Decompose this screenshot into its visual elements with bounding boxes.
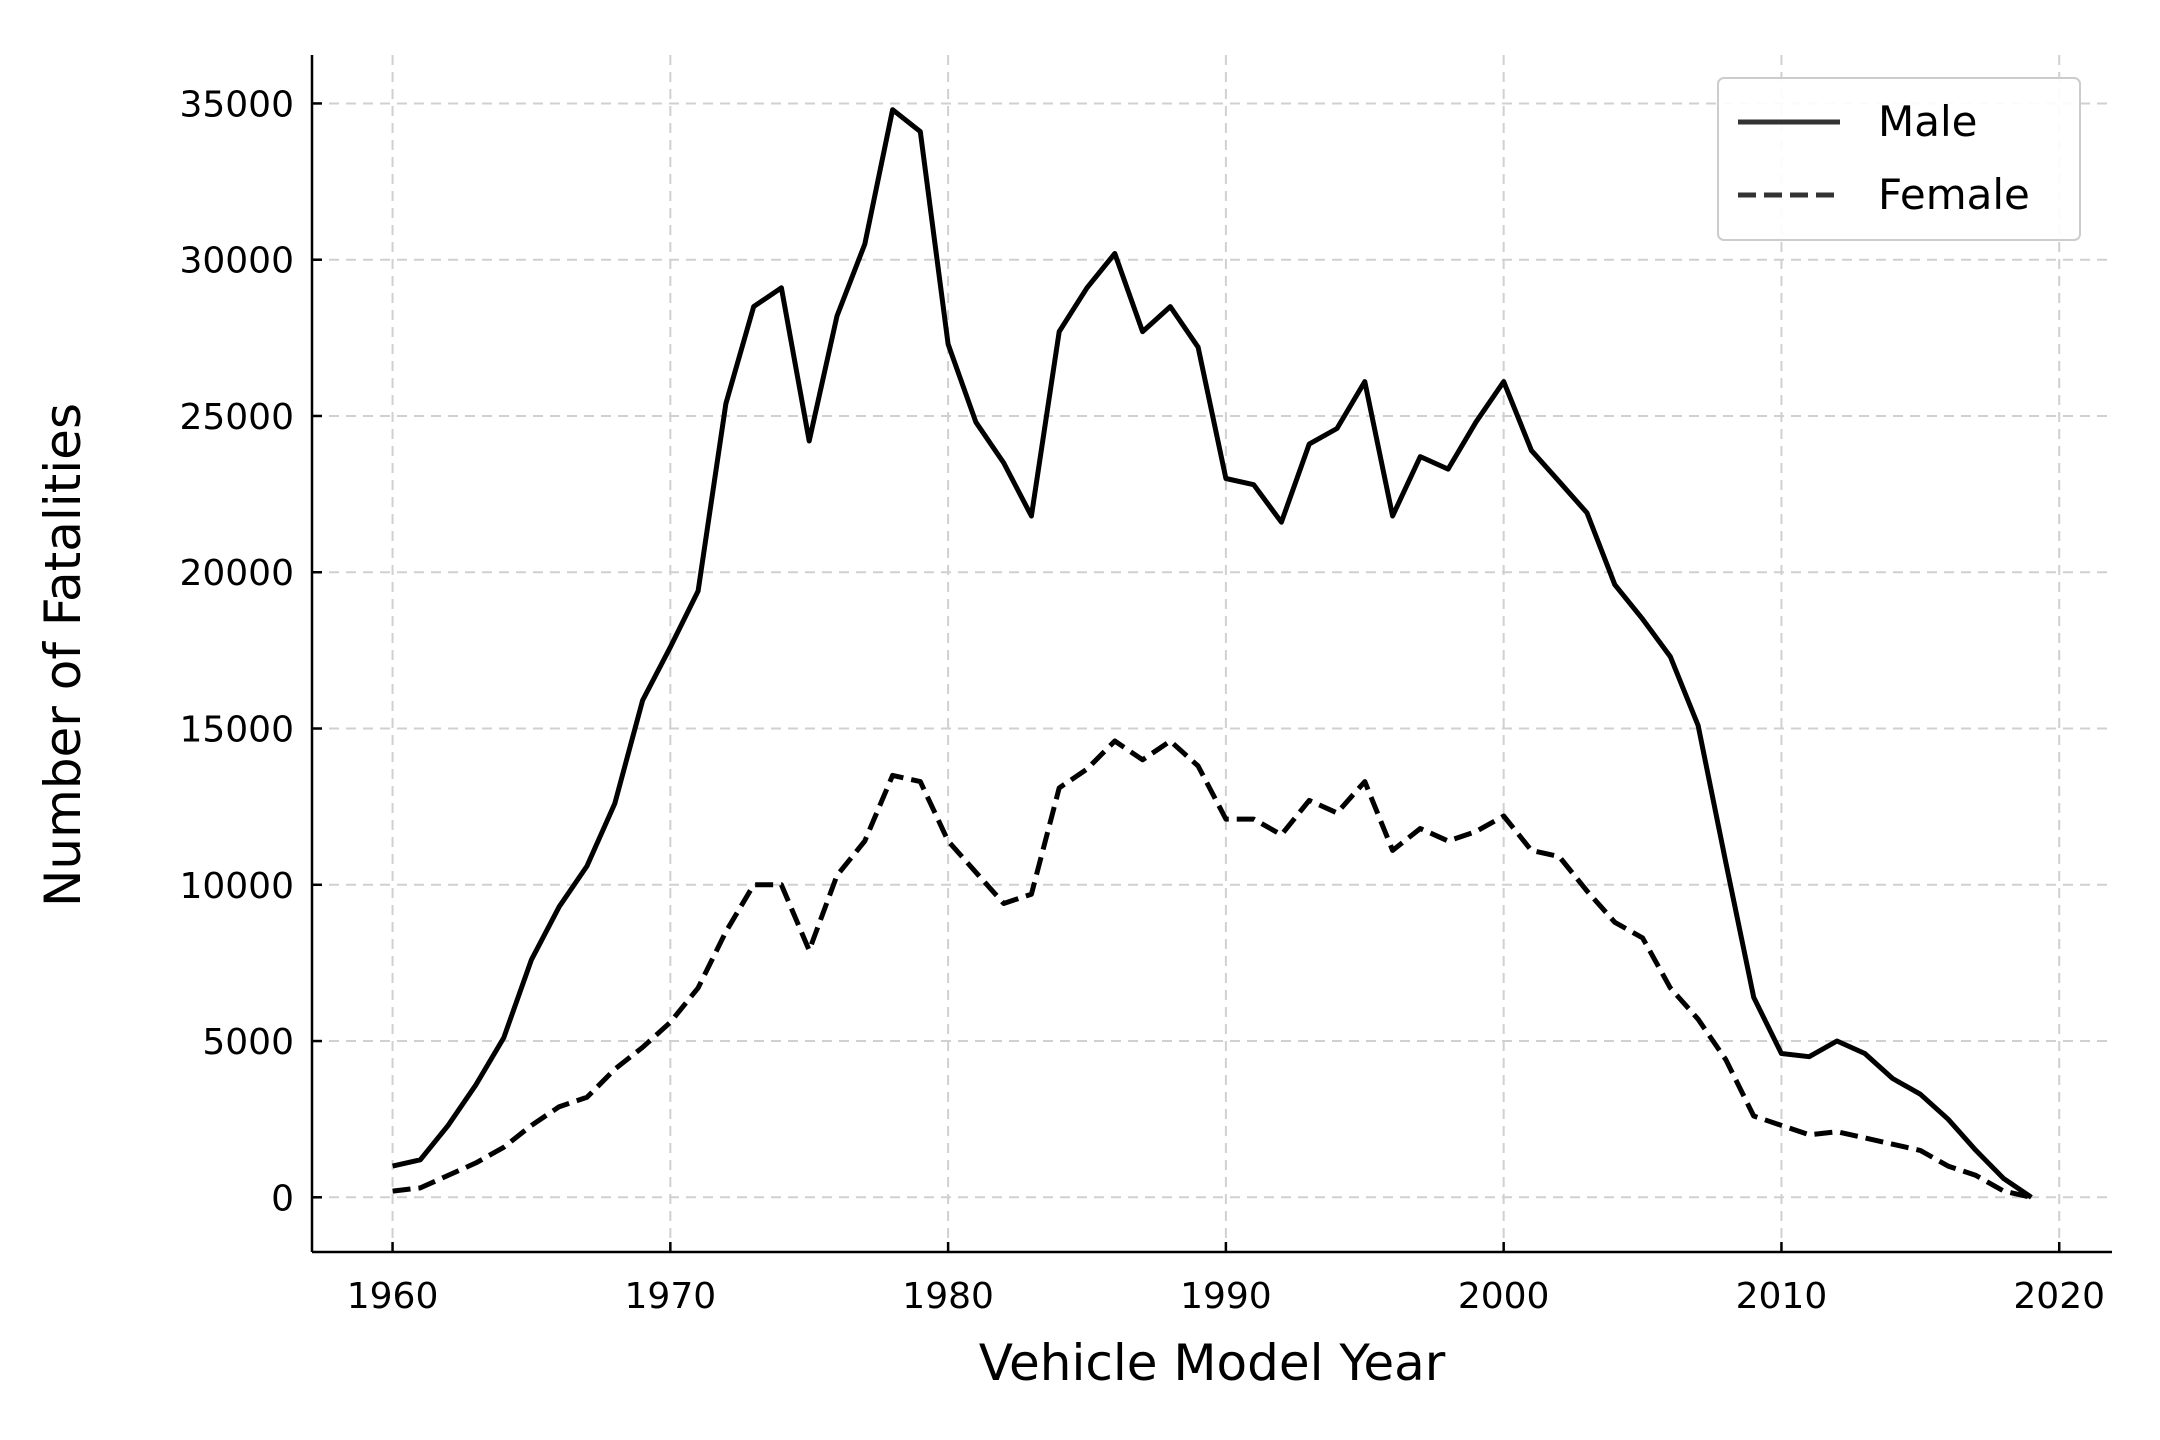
x-tick-label: 1990 — [1180, 1276, 1272, 1317]
legend-frame — [1717, 77, 2081, 241]
x-tick-label: 1960 — [347, 1276, 439, 1317]
x-axis-title: Vehicle Model Year — [979, 1334, 1446, 1392]
y-tick-label: 35000 — [179, 84, 294, 125]
series-layer — [392, 107, 2033, 1200]
y-tick-label: 5000 — [202, 1022, 294, 1063]
legend-label-female: Female — [1878, 170, 2030, 219]
x-tick-label: 2020 — [2013, 1276, 2105, 1317]
x-tick-label: 2000 — [1458, 1276, 1550, 1317]
legend-label-male: Male — [1878, 97, 1977, 146]
y-tick-label: 20000 — [179, 553, 294, 594]
ticks: 1960 1970 1980 1990 2000 2010 2020 0 5000 10000 15… — [179, 84, 2105, 1317]
series-line-female — [392, 738, 2032, 1200]
y-tick-label: 30000 — [179, 241, 294, 282]
legend: Male Female — [1717, 77, 2081, 241]
axes — [310, 55, 2112, 1254]
x-tick-label: 1980 — [902, 1276, 994, 1317]
series-line-male — [392, 107, 2033, 1200]
y-tick-label: 0 — [271, 1178, 294, 1219]
y-tick-label: 10000 — [179, 866, 294, 907]
x-tick-label: 2010 — [1736, 1276, 1828, 1317]
x-tick-label: 1970 — [625, 1276, 717, 1317]
grid — [312, 55, 2112, 1252]
y-tick-label: 15000 — [179, 710, 294, 751]
y-axis-title: Number of Fatalities — [34, 403, 92, 907]
y-tick-label: 25000 — [179, 397, 294, 438]
